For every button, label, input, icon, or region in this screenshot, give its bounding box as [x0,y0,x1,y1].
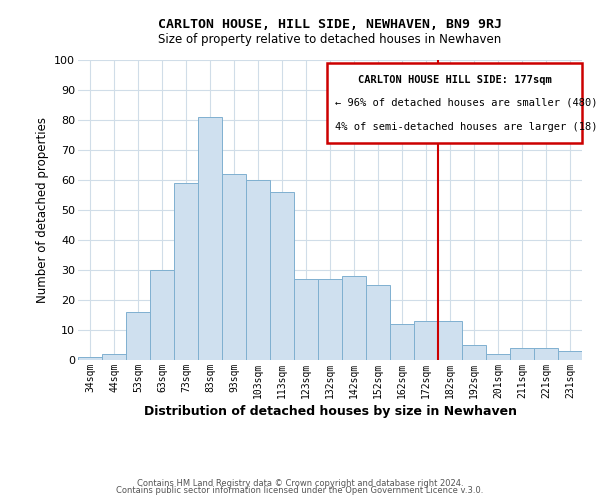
Text: CARLTON HOUSE, HILL SIDE, NEWHAVEN, BN9 9RJ: CARLTON HOUSE, HILL SIDE, NEWHAVEN, BN9 … [158,18,502,30]
Text: ← 96% of detached houses are smaller (480): ← 96% of detached houses are smaller (48… [335,98,598,108]
Text: Contains HM Land Registry data © Crown copyright and database right 2024.: Contains HM Land Registry data © Crown c… [137,478,463,488]
Text: Size of property relative to detached houses in Newhaven: Size of property relative to detached ho… [158,32,502,46]
Bar [270,192,294,360]
Bar [150,270,174,360]
Bar [414,321,438,360]
Bar [78,357,102,360]
Y-axis label: Number of detached properties: Number of detached properties [35,117,49,303]
Bar [390,324,414,360]
Bar [318,279,342,360]
Bar [342,276,366,360]
Bar [534,348,558,360]
Text: 4% of semi-detached houses are larger (18) →: 4% of semi-detached houses are larger (1… [335,122,600,132]
Bar [174,183,198,360]
Bar [126,312,150,360]
Bar [102,354,126,360]
Bar [510,348,534,360]
Bar [462,345,486,360]
Bar [246,180,270,360]
Bar [222,174,246,360]
Bar [486,354,510,360]
Text: CARLTON HOUSE HILL SIDE: 177sqm: CARLTON HOUSE HILL SIDE: 177sqm [358,75,551,85]
X-axis label: Distribution of detached houses by size in Newhaven: Distribution of detached houses by size … [143,405,517,418]
Bar [558,351,582,360]
Text: Contains public sector information licensed under the Open Government Licence v.: Contains public sector information licen… [116,486,484,495]
Bar [438,321,462,360]
Bar [198,117,222,360]
FancyBboxPatch shape [328,63,582,142]
Bar [294,279,318,360]
Bar [366,285,390,360]
